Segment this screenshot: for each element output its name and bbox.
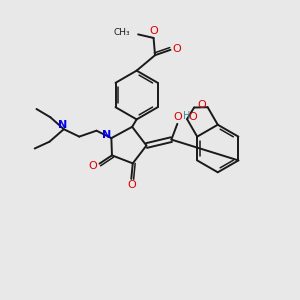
Text: O: O bbox=[174, 112, 182, 122]
Text: O: O bbox=[150, 26, 158, 36]
Text: H: H bbox=[183, 110, 190, 121]
Text: O: O bbox=[189, 112, 197, 122]
Text: O: O bbox=[173, 44, 182, 54]
Text: CH₃: CH₃ bbox=[113, 28, 130, 37]
Text: N: N bbox=[58, 120, 67, 130]
Text: N: N bbox=[102, 130, 111, 140]
Text: O: O bbox=[197, 100, 206, 110]
Text: O: O bbox=[88, 161, 97, 171]
Text: O: O bbox=[127, 180, 136, 190]
